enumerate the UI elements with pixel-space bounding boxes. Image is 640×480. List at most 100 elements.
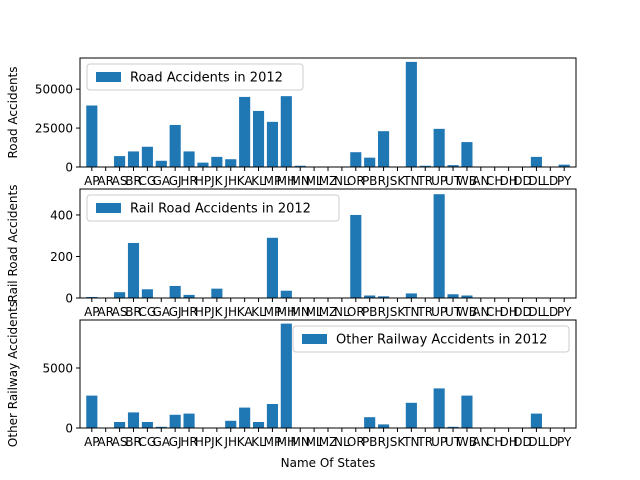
x-tick-label: GA [153,435,171,449]
x-tick-label: OR [347,305,365,319]
x-tick-label: JH [223,174,237,188]
x-tick-label: AS [112,435,128,449]
x-tick-label: ML [306,305,323,319]
x-tick-label: WB [457,435,477,449]
x-tick-label: RJ [378,435,390,449]
x-tick-label: BR [125,174,142,188]
bar-rj [378,131,390,167]
x-tick-label: GJ [169,305,182,319]
bar-kl [252,422,265,428]
bar-as [114,156,126,167]
bar-hr [183,294,195,298]
bar-jk [211,288,223,298]
x-tick-label: GA [153,174,171,188]
y-axis-label: Rail Road Accidents [6,185,20,303]
x-tick-label: TR [416,174,433,188]
x-tick-label: WB [457,305,477,319]
x-tick-label: AR [97,435,114,449]
legend-box [292,325,570,353]
x-tick-label: TR [416,435,433,449]
x-tick-label: GJ [169,435,182,449]
x-tick-label: DH [499,305,517,319]
x-tick-label: DH [499,174,517,188]
bar-py [558,164,570,167]
x-tick-label: AN [472,305,489,319]
bar-cg [141,422,153,428]
legend: Other Railway Accidents in 2012 [292,325,570,353]
y-tick-label: 25000 [35,122,73,136]
x-tick-label: NL [334,435,350,449]
bar-cg [141,289,153,298]
x-tick-label: SK [390,305,407,319]
bar-ap [86,105,98,167]
x-tick-label: AP [84,174,99,188]
x-tick-label: MH [277,174,296,188]
bar-wb [461,142,473,167]
x-tick-label: MZ [319,435,338,449]
bar-br [127,412,140,428]
bar-jh [225,159,237,167]
legend-label: Rail Road Accidents in 2012 [130,202,311,217]
bar-jk [211,156,223,167]
x-tick-label: PY [557,435,572,449]
x-tick-label: MP [264,174,282,188]
x-tick-label: GA [153,305,171,319]
x-tick-label: UP [431,305,447,319]
x-tick-label: PY [557,174,572,188]
x-tick-label: AR [97,174,114,188]
bar-as [114,292,126,298]
x-tick-label: MH [277,305,296,319]
bar-cg [141,146,153,167]
x-tick-label: KA [237,305,254,319]
x-tick-label: TN [402,305,419,319]
bar-mp [266,404,278,428]
x-tick-label: HP [195,305,211,319]
x-tick-label: HP [195,174,211,188]
bar-ka [239,96,251,167]
x-tick-label: ML [306,174,323,188]
x-tick-label: UT [445,435,462,449]
x-tick-label: ML [306,435,323,449]
x-tick-label: MZ [319,305,338,319]
x-tick-label: CH [486,305,503,319]
y-tick-label: 5000 [42,362,73,376]
x-tick-label: NL [334,305,350,319]
y-tick-label: 0 [65,422,73,436]
bar-gj [169,414,181,428]
bar-br [127,242,140,298]
x-tick-label: JH [223,435,237,449]
x-tick-label: BR [125,305,142,319]
x-tick-label: KA [237,435,254,449]
x-tick-label: AN [472,174,489,188]
x-tick-label: CG [139,174,157,188]
bar-rj [378,296,390,298]
bar-mh [280,96,292,167]
legend-swatch [96,72,121,82]
bar-gj [169,124,181,167]
x-tick-label: CH [486,435,503,449]
y-tick-label: 0 [65,292,73,306]
bar-ut [447,426,459,428]
bar-hp [197,162,209,167]
x-tick-label: PB [362,305,377,319]
legend-label: Other Railway Accidents in 2012 [336,333,548,348]
bar-rj [378,424,390,428]
bar-ga [155,160,167,167]
bar-dl [530,413,542,428]
y-tick-label: 200 [50,250,73,264]
x-tick-label: HP [195,435,211,449]
bar-as [114,422,126,428]
y-tick-label: 50000 [35,83,73,97]
x-tick-label: MP [264,305,282,319]
x-tick-label: AP [84,305,99,319]
x-tick-label: CG [139,435,157,449]
bar-mh [280,290,292,298]
y-tick-label: 400 [50,208,73,222]
bar-ka [239,407,251,428]
x-tick-label: HR [180,305,197,319]
bar-gj [169,285,181,298]
x-tick-label: TR [416,305,433,319]
legend: Road Accidents in 2012 [86,63,304,91]
